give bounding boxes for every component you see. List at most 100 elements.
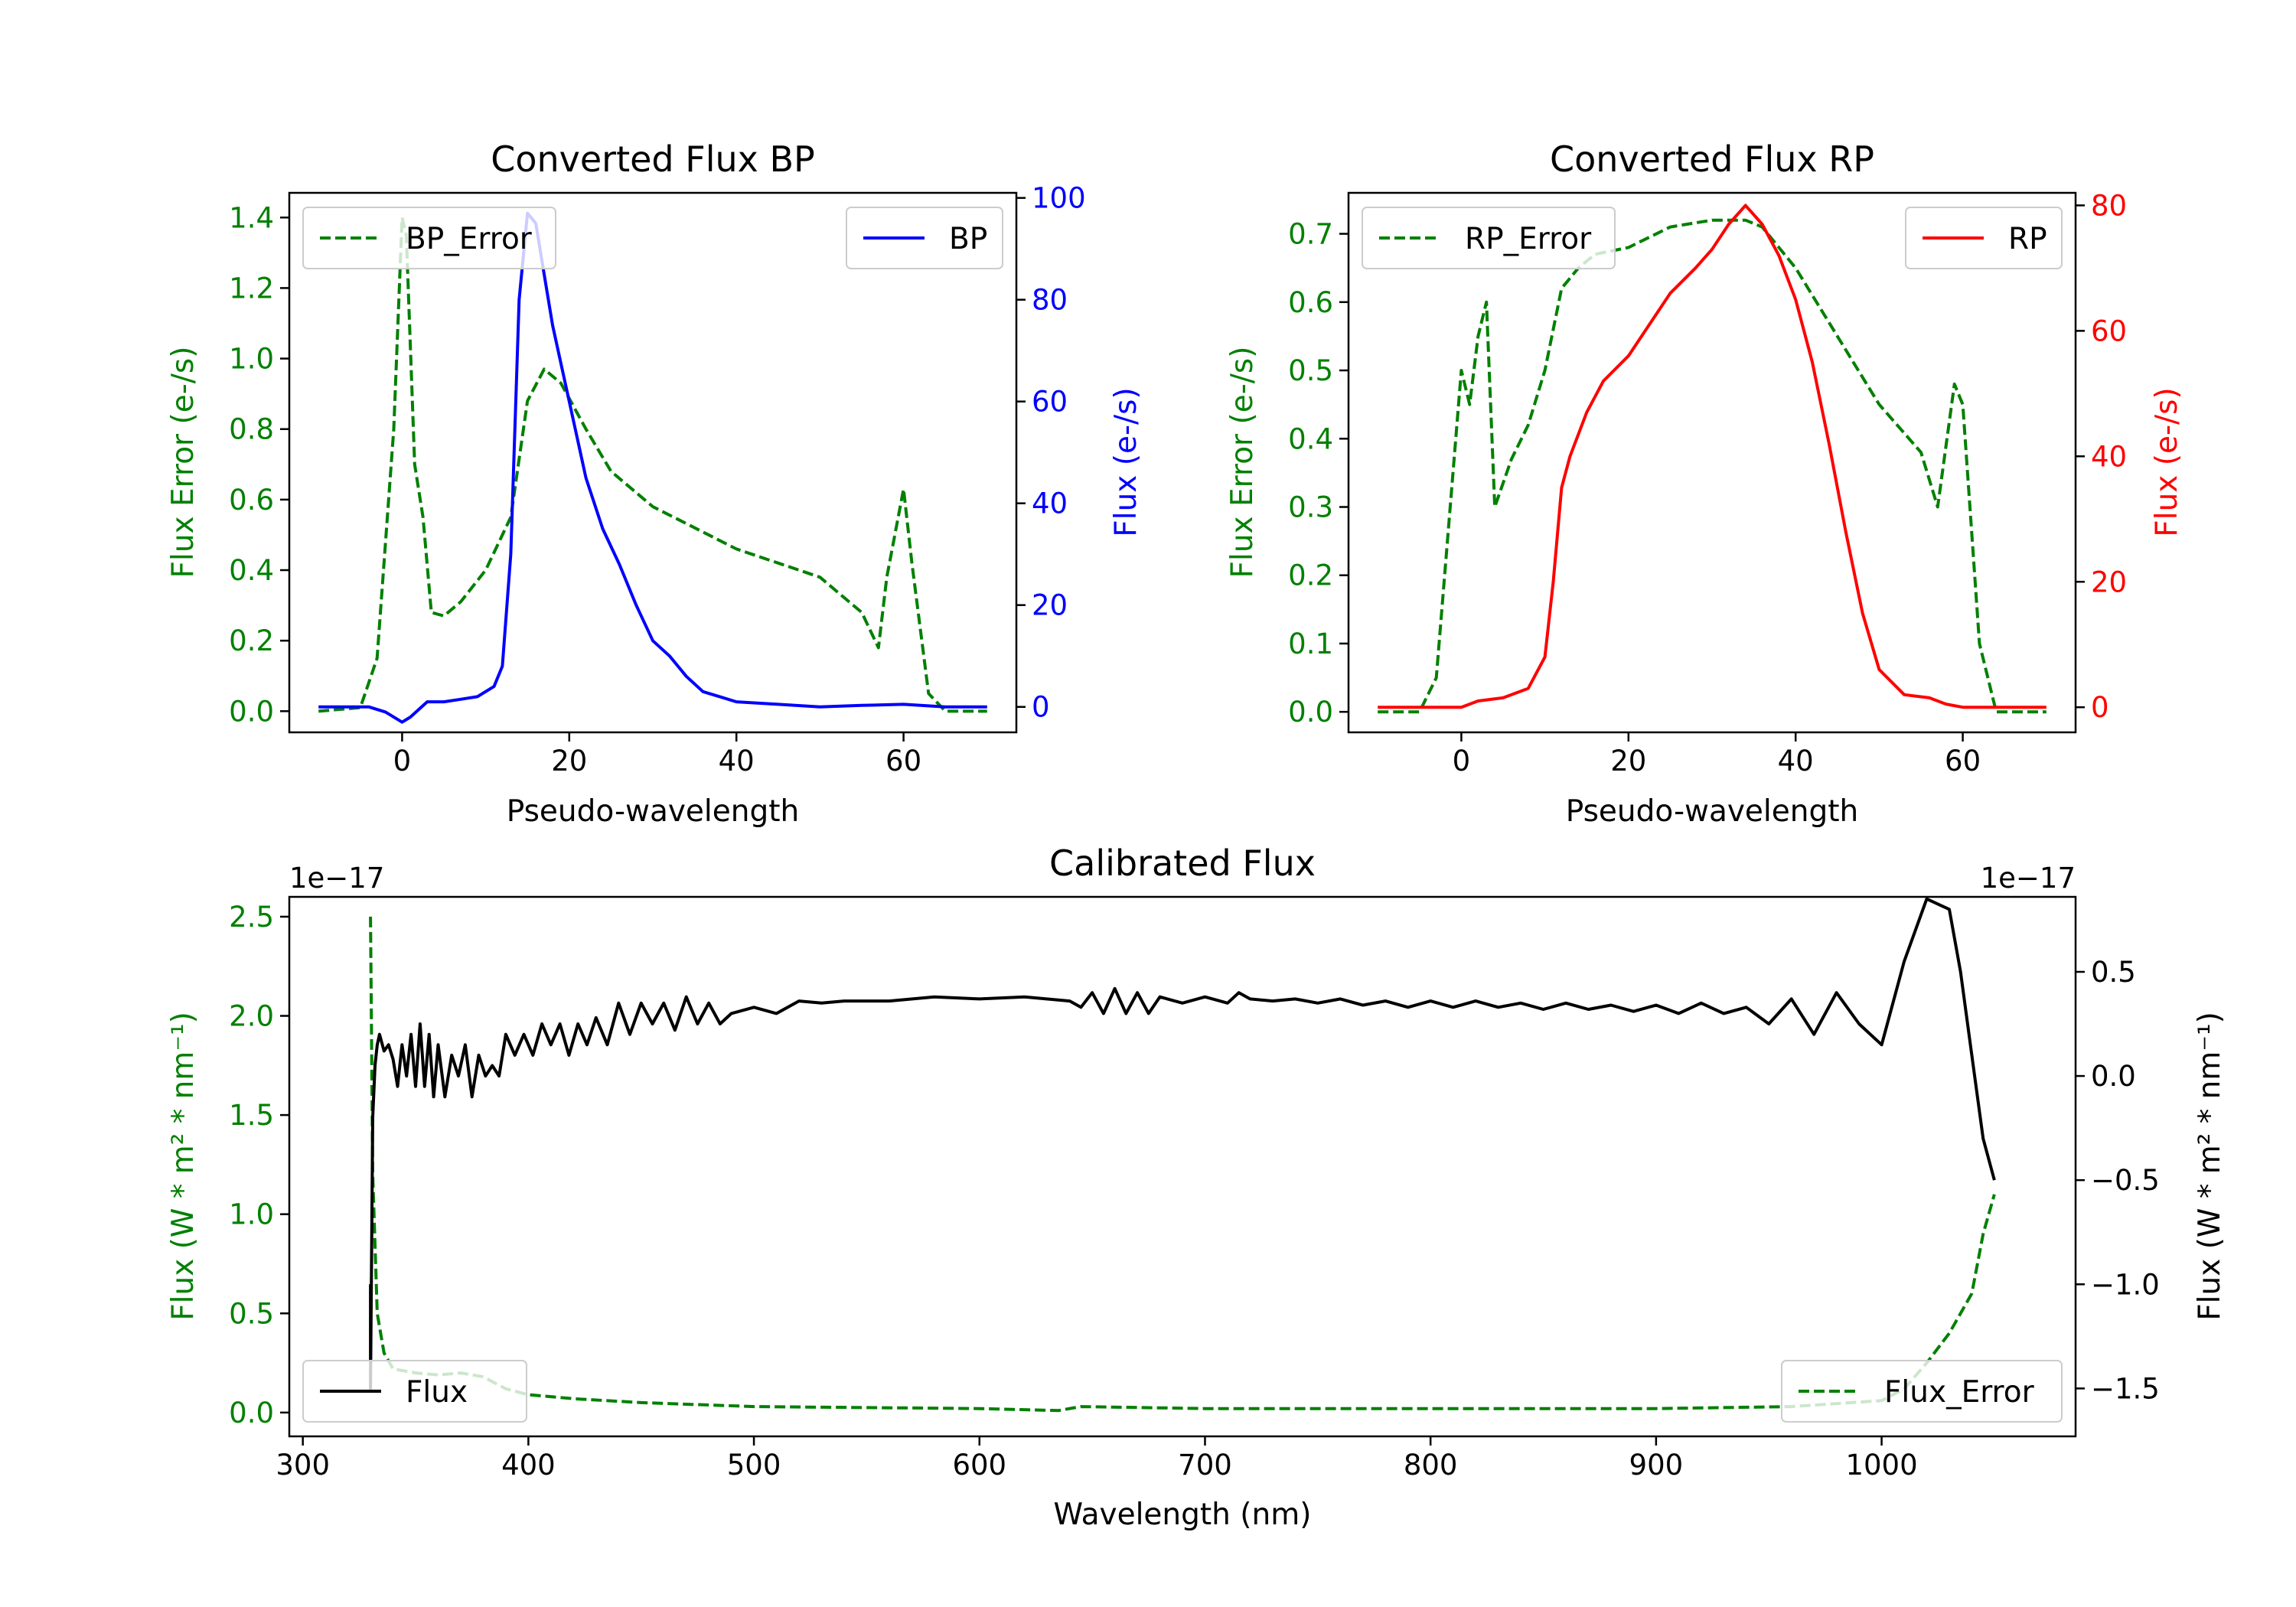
rp-legend-flux-label: RP (2008, 222, 2047, 256)
bp-left-tick-label: 0.2 (229, 624, 274, 657)
bp-x-ticks: 0 20 40 60 (393, 732, 921, 777)
bp-xtick-label: 40 (719, 745, 755, 777)
bp-title: Converted Flux BP (491, 139, 815, 180)
calibrated-panel: Calibrated Flux 1e−17 1e−17 300 400 500 600… (166, 843, 2227, 1532)
cal-xtick-label: 600 (952, 1449, 1006, 1482)
calibrated-legend-flux-label: Flux (406, 1375, 468, 1410)
rp-left-tick-label: 0.5 (1288, 354, 1333, 387)
bp-right-ticks: 0 20 40 60 80 100 (1016, 182, 1086, 724)
rp-right-tick-label: 60 (2091, 315, 2127, 347)
rp-axes-frame (1347, 191, 2077, 734)
calibrated-legend-error: Flux_Error (1781, 1360, 2063, 1423)
bp-legend-error: BP_Error (302, 207, 556, 269)
bp-xtick-label: 20 (551, 745, 587, 777)
cal-right-tick-label: 0.5 (2091, 956, 2136, 989)
rp-right-tick-label: 20 (2091, 566, 2127, 598)
bp-left-ticks: 0.0 0.2 0.4 0.6 0.8 1.0 1.2 1.4 (229, 201, 289, 728)
bp-right-tick-label: 100 (1032, 182, 1086, 215)
rp-right-tick-label: 80 (2091, 189, 2127, 222)
bp-left-tick-label: 0.0 (229, 695, 274, 728)
rp-x-ticks: 0 20 40 60 (1453, 732, 1981, 777)
calibrated-right-offset: 1e−17 (1981, 862, 2076, 895)
rp-series-rp (1378, 204, 2047, 709)
cal-series-flux (369, 897, 1996, 1390)
cal-right-tick-label: 0.0 (2091, 1060, 2136, 1093)
calibrated-legend-flux: Flux (302, 1360, 527, 1423)
cal-right-tick-label: −1.0 (2091, 1268, 2160, 1301)
cal-xtick-label: 500 (727, 1449, 781, 1482)
calibrated-left-ticks: 0.0 0.5 1.0 1.5 2.0 2.5 (229, 901, 289, 1429)
rp-plot-area (1378, 204, 2047, 714)
calibrated-left-label: Flux (W * m² * nm⁻¹) (166, 1012, 201, 1321)
calibrated-right-ticks: −1.5 −1.0 −0.5 0.0 0.5 (2076, 956, 2160, 1405)
rp-left-label: Flux Error (e-/s) (1225, 347, 1260, 579)
rp-right-tick-label: 0 (2091, 691, 2109, 724)
cal-left-tick-label: 2.0 (229, 1000, 274, 1033)
calibrated-axes-frame (288, 895, 2077, 1438)
bp-right-tick-label: 40 (1032, 487, 1068, 520)
rp-xtick-label: 20 (1610, 745, 1646, 777)
calibrated-left-offset: 1e−17 (289, 862, 384, 895)
rp-left-ticks: 0.0 0.1 0.2 0.3 0.4 0.5 0.6 0.7 (1288, 218, 1349, 729)
bp-legend-flux-label: BP (949, 222, 987, 256)
cal-left-tick-label: 0.5 (229, 1297, 274, 1330)
rp-left-tick-label: 0.3 (1288, 491, 1333, 524)
cal-left-tick-label: 0.0 (229, 1397, 274, 1429)
cal-xtick-label: 700 (1178, 1449, 1232, 1482)
rp-panel: Converted Flux RP 0 20 40 60 0.00.10.20.30.… (1225, 139, 2184, 829)
rp-left-tick-label: 0.4 (1288, 422, 1333, 455)
bp-series-bp-error (318, 216, 987, 713)
bp-panel: Converted Flux BP 0 20 40 60 0.00.20.40.60.… (166, 139, 1143, 829)
bp-left-tick-label: 1.4 (229, 201, 274, 234)
rp-left-tick-label: 0.1 (1288, 627, 1333, 660)
calibrated-legend-error-label: Flux_Error (1884, 1375, 2035, 1410)
rp-left-tick-label: 0.0 (1288, 696, 1333, 729)
rp-legend-flux: RP (1905, 207, 2063, 269)
rp-legend-error-label: RP_Error (1465, 222, 1592, 256)
bp-right-tick-label: 80 (1032, 284, 1068, 317)
cal-xtick-label: 1000 (1845, 1449, 1917, 1482)
cal-xtick-label: 300 (276, 1449, 330, 1482)
cal-xtick-label: 400 (501, 1449, 556, 1482)
rp-legend-error: RP_Error (1362, 207, 1616, 269)
rp-right-ticks: 0 20 40 60 80 (2076, 189, 2127, 724)
bp-xtick-label: 0 (393, 745, 412, 777)
rp-xlabel: Pseudo-wavelength (1566, 794, 1858, 829)
rp-left-tick-label: 0.2 (1288, 559, 1333, 592)
rp-left-tick-label: 0.7 (1288, 218, 1333, 251)
cal-left-tick-label: 2.5 (229, 901, 274, 934)
cal-xtick-label: 800 (1404, 1449, 1458, 1482)
rp-xtick-label: 60 (1945, 745, 1981, 777)
bp-left-tick-label: 0.4 (229, 554, 274, 587)
calibrated-plot-area (369, 897, 1996, 1413)
bp-series-bp (318, 211, 987, 724)
cal-series-flux-error (369, 916, 1996, 1413)
bp-left-tick-label: 0.8 (229, 413, 274, 446)
bp-left-tick-label: 1.0 (229, 343, 274, 376)
calibrated-xlabel: Wavelength (nm) (1054, 1498, 1312, 1532)
cal-left-tick-label: 1.5 (229, 1099, 274, 1132)
bp-plot-area (318, 211, 987, 724)
bp-right-label: Flux (e-/s) (1109, 387, 1143, 536)
bp-right-tick-label: 60 (1032, 386, 1068, 419)
cal-xtick-label: 900 (1629, 1449, 1684, 1482)
rp-right-label: Flux (e-/s) (2150, 387, 2184, 536)
bp-left-tick-label: 1.2 (229, 272, 274, 305)
bp-left-label: Flux Error (e-/s) (166, 347, 201, 579)
rp-series-rp-error (1378, 218, 2047, 714)
bp-legend-flux: BP (846, 207, 1003, 269)
calibrated-title: Calibrated Flux (1049, 843, 1316, 884)
bp-xtick-label: 60 (885, 745, 921, 777)
cal-right-tick-label: −0.5 (2091, 1164, 2160, 1197)
rp-xtick-label: 40 (1778, 745, 1814, 777)
bp-axes-frame (288, 191, 1018, 734)
rp-left-tick-label: 0.6 (1288, 286, 1333, 319)
rp-title: Converted Flux RP (1550, 139, 1874, 180)
bp-xlabel: Pseudo-wavelength (507, 794, 799, 829)
calibrated-x-ticks: 300 400 500 600 700 800 900 1000 (276, 1436, 1918, 1482)
bp-right-tick-label: 0 (1032, 691, 1050, 724)
cal-left-tick-label: 1.0 (229, 1198, 274, 1231)
rp-right-tick-label: 40 (2091, 440, 2127, 473)
bp-left-tick-label: 0.6 (229, 484, 274, 517)
